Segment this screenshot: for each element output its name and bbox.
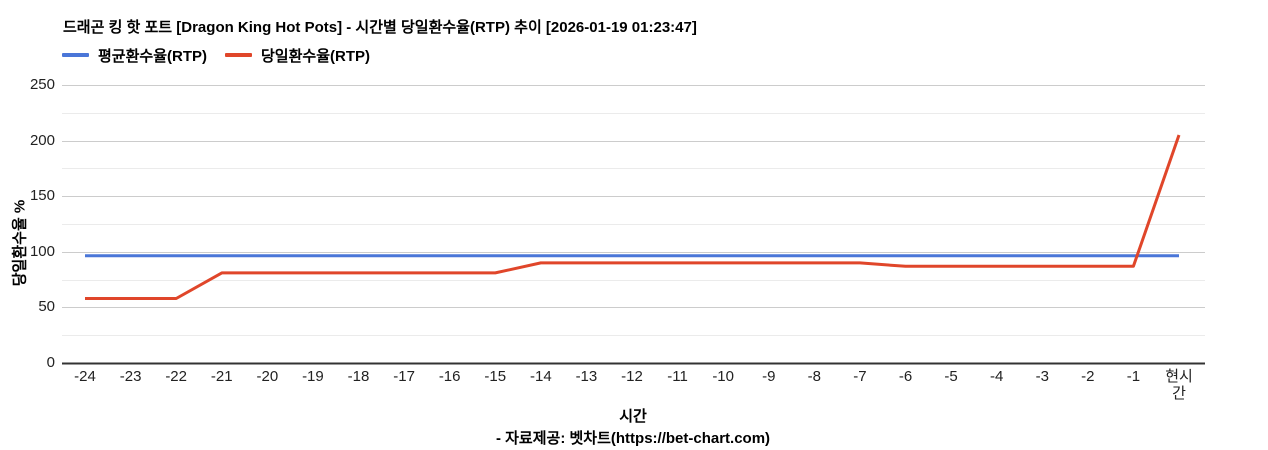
y-tick-label: 150 — [29, 187, 55, 205]
x-tick-label: -14 — [529, 368, 552, 385]
legend-item-avg-rtp: 평균환수율(RTP) — [62, 45, 207, 66]
x-tick-label: -11 — [667, 368, 688, 385]
legend-item-daily-rtp: 당일환수율(RTP) — [225, 45, 370, 66]
x-tick-label: -18 — [347, 368, 370, 385]
daily-rtp-line — [85, 134, 1181, 300]
x-tick-label: -22 — [165, 368, 187, 385]
x-tick-label: -2 — [1081, 368, 1095, 385]
x-tick-label: -6 — [898, 368, 913, 385]
x-axis-title: 시간 — [619, 408, 647, 425]
x-tick-label: -15 — [484, 368, 507, 385]
y-tick-label: 200 — [29, 131, 55, 149]
x-tick-label: -13 — [575, 368, 598, 385]
x-tick-label: -5 — [944, 368, 958, 385]
x-tick-label: -3 — [1035, 368, 1049, 385]
x-tick-label: -20 — [256, 368, 279, 385]
legend-label-daily-rtp: 당일환수율(RTP) — [261, 47, 370, 65]
legend-label-avg-rtp: 평균환수율(RTP) — [98, 47, 207, 65]
footer-credit: - 자료제공: 벳차트(https://bet-chart.com) — [495, 430, 771, 447]
x-tick-label: -9 — [762, 368, 776, 385]
x-tick-label: -4 — [989, 368, 1004, 385]
avg-rtp-line-swatch-icon — [62, 53, 89, 57]
x-tick-label: -16 — [438, 368, 461, 385]
x-tick-label: -21 — [210, 368, 233, 385]
x-tick-label: -23 — [119, 368, 142, 385]
x-tick-label: -1 — [1126, 368, 1141, 385]
x-tick-label: -17 — [393, 368, 415, 385]
y-tick-label: 50 — [38, 298, 55, 316]
daily-rtp-line-swatch-icon — [225, 53, 252, 57]
y-tick-label: 0 — [46, 354, 55, 371]
y-tick-label: 100 — [29, 242, 55, 260]
x-tick-label: -7 — [853, 368, 867, 385]
x-tick-label: -8 — [807, 368, 821, 385]
x-tick-label: -19 — [302, 368, 324, 385]
x-tick-label: -24 — [74, 368, 96, 385]
x-tick-label: 현시간 — [1165, 368, 1193, 402]
legend: 평균환수율(RTP) 당일환수율(RTP) — [62, 45, 370, 65]
chart-title: 드래곤 킹 핫 포트 [Dragon King Hot Pots] - 시간별 … — [63, 19, 697, 36]
x-tick-label: -12 — [621, 368, 643, 385]
y-tick-label: 250 — [29, 76, 55, 93]
x-tick-label: -10 — [712, 368, 734, 385]
